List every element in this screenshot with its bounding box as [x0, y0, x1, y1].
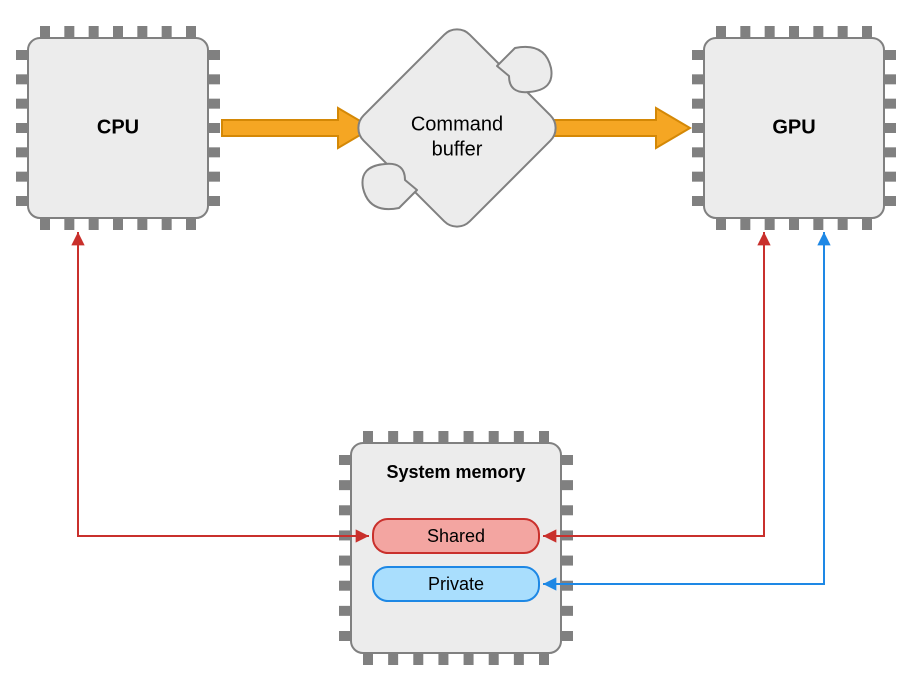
private-label: Private — [428, 574, 484, 594]
gpu-chip: GPU — [692, 26, 896, 230]
command-buffer-line1: Command — [411, 113, 503, 135]
arrow-buffer-to-gpu — [554, 108, 690, 148]
system-memory-chip: System memory Shared Private — [339, 431, 573, 665]
connector-gpu-shared — [543, 232, 764, 536]
connector-gpu-private — [543, 232, 824, 584]
connector-cpu-shared — [78, 232, 369, 536]
command-buffer-line2: buffer — [432, 138, 483, 160]
shared-label: Shared — [427, 526, 485, 546]
arrow-cpu-to-buffer — [222, 108, 372, 148]
system-memory-title: System memory — [386, 462, 525, 482]
cpu-chip: CPU — [16, 26, 220, 230]
command-buffer: Command buffer — [351, 22, 563, 234]
cpu-label: CPU — [97, 116, 139, 138]
gpu-label: GPU — [772, 116, 815, 138]
